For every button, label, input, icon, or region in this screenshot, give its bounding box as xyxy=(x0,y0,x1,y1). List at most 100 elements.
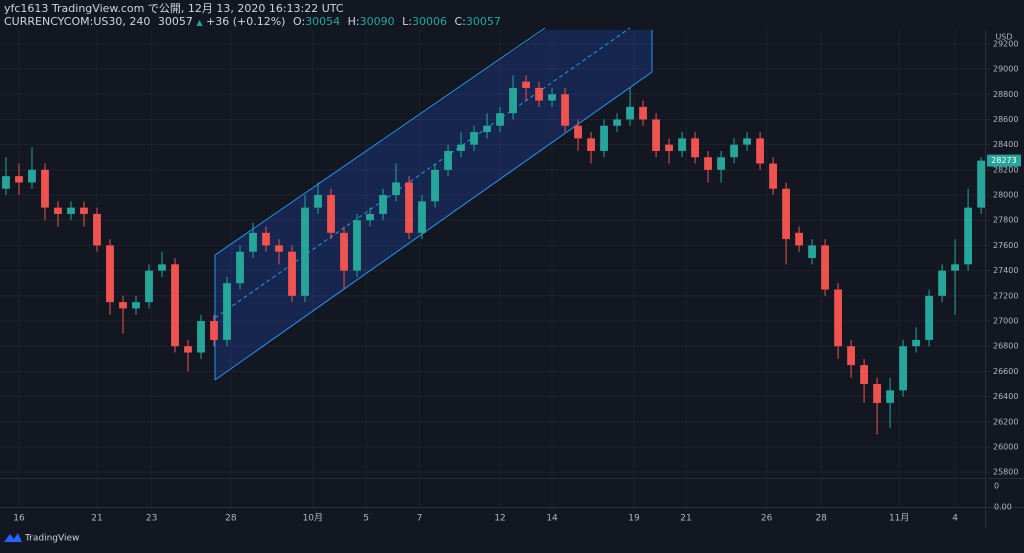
y-tick-label: 26000 xyxy=(993,443,1018,452)
lower-pane-label: 0.00 xyxy=(994,503,1012,512)
candle-body xyxy=(808,245,816,259)
candle-body xyxy=(873,384,881,403)
channel-lower xyxy=(214,71,653,381)
x-tick-label: 28 xyxy=(225,514,237,524)
candle-body xyxy=(2,176,10,189)
candle-body xyxy=(288,251,296,296)
candle-body xyxy=(106,245,114,303)
footer-brand: TradingView xyxy=(24,534,79,544)
candle-body xyxy=(548,94,556,101)
y-tick-label: 25800 xyxy=(993,468,1018,477)
x-tick-label: 26 xyxy=(761,514,773,524)
candle-body xyxy=(704,157,712,170)
candle-body xyxy=(626,106,634,120)
candle-body xyxy=(54,207,62,214)
labels: 25800 26000 26200 26400 26600 26800 27000 27200… xyxy=(13,39,1021,524)
y-tick-label: 26400 xyxy=(993,392,1018,401)
candle-body xyxy=(821,245,829,290)
candle-body xyxy=(847,346,855,366)
candle-body xyxy=(80,207,88,214)
candle-body xyxy=(444,150,452,170)
y-tick-label: 26800 xyxy=(993,342,1018,351)
symbol-line: CURRENCYCOM:US30, 240 30057 ▲ +36 (+0.12… xyxy=(4,15,501,28)
y-tick-label: 26200 xyxy=(993,417,1018,426)
x-tick-label: 11月 xyxy=(889,513,909,524)
close-value: 30057 xyxy=(466,15,501,28)
candle-body xyxy=(964,207,972,265)
candle-body xyxy=(678,138,686,151)
x-tick-label: 21 xyxy=(91,514,102,524)
candle-body xyxy=(236,251,244,284)
candle-body xyxy=(145,270,153,303)
candle-body xyxy=(665,144,673,151)
close-label: C: xyxy=(454,15,465,28)
candle-body xyxy=(340,232,348,271)
candle-body xyxy=(15,176,23,183)
candle-body xyxy=(717,157,725,170)
arrow: ▲ xyxy=(196,18,203,27)
candle-body xyxy=(769,163,777,189)
candle-body xyxy=(119,302,127,309)
y-tick-label: 27600 xyxy=(993,241,1018,250)
candle-body xyxy=(834,289,842,347)
candle-body xyxy=(41,169,49,208)
low-label: L: xyxy=(402,15,412,28)
price-tag-label: 28273 xyxy=(991,156,1016,165)
y-tick-label: 28200 xyxy=(993,165,1018,174)
candle-body xyxy=(431,169,439,202)
candle-body xyxy=(483,125,491,133)
y-tick-label: 27000 xyxy=(993,317,1018,326)
high-value: 30090 xyxy=(360,15,395,28)
channel-upper xyxy=(214,27,546,256)
candle-body xyxy=(951,264,959,271)
candle-body xyxy=(795,232,803,246)
low-value: 30006 xyxy=(412,15,447,28)
publisher: yfc1613 TradingView.com で公開, 12月 13, 202… xyxy=(4,2,344,15)
y-tick-label: 29200 xyxy=(993,39,1018,48)
x-tick-label: 5 xyxy=(363,514,369,524)
candle-body xyxy=(262,232,270,246)
logo xyxy=(4,533,22,542)
y-tick-label: 26600 xyxy=(993,367,1018,376)
candle-body xyxy=(938,270,946,296)
candle-body xyxy=(561,94,569,126)
candle-body xyxy=(600,125,608,151)
candle-body xyxy=(912,339,920,347)
y-tick-label: 27200 xyxy=(993,291,1018,300)
y-tick-label: 28400 xyxy=(993,140,1018,149)
candle-body xyxy=(392,182,400,196)
candle-body xyxy=(743,138,751,145)
candle-body xyxy=(353,220,361,271)
x-tick-label: 23 xyxy=(146,514,157,524)
candle-body xyxy=(93,213,101,246)
grid xyxy=(0,30,985,507)
candle-body xyxy=(210,321,218,340)
candle-body xyxy=(509,87,517,114)
candle-body xyxy=(535,87,543,101)
x-tick-label: 28 xyxy=(815,514,827,524)
x-tick-label: 16 xyxy=(13,514,25,524)
candle-body xyxy=(301,207,309,296)
symbol: CURRENCYCOM:US30, 240 xyxy=(4,15,150,28)
candle-body xyxy=(522,81,530,88)
x-tick-label: 7 xyxy=(417,514,423,524)
y-tick-label: 27800 xyxy=(993,216,1018,225)
currency: USD xyxy=(995,33,1012,42)
y-tick-label: 28600 xyxy=(993,115,1018,124)
candle-body xyxy=(756,138,764,164)
y-tick-label: 28000 xyxy=(993,191,1018,200)
candle-body xyxy=(691,138,699,158)
candle-body xyxy=(158,264,166,271)
x-tick-label: 10月 xyxy=(303,513,323,524)
candle-body xyxy=(496,113,504,126)
candle-body xyxy=(925,295,933,340)
x-tick-label: 14 xyxy=(546,514,558,524)
candle-body xyxy=(197,321,205,353)
x-tick-label: 21 xyxy=(680,514,691,524)
channel-middle xyxy=(214,27,631,319)
candle-body xyxy=(418,201,426,233)
candle-body xyxy=(886,390,894,403)
candle-body xyxy=(67,207,75,214)
candle-body xyxy=(223,283,231,340)
